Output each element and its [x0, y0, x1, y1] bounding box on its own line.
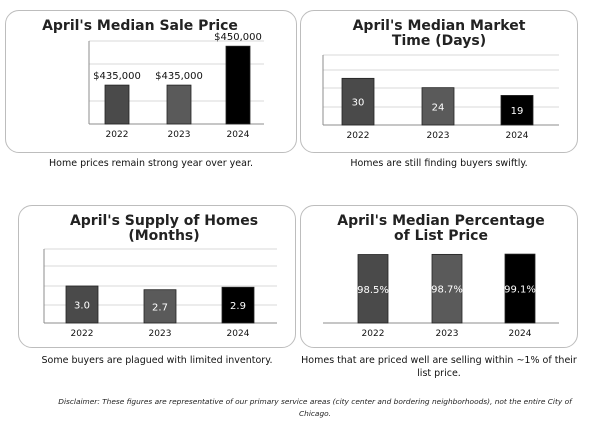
bar-2022 [104, 84, 130, 125]
bar-2024 [221, 286, 255, 324]
bar-2024 [500, 95, 534, 126]
chart-panel-median-sale-price: April's Median Sale Price $435,000 2022 $4… [5, 10, 297, 153]
data-label: 99.1% [504, 285, 536, 296]
x-tick-label: 2024 [227, 130, 250, 140]
bar-2023 [143, 289, 177, 324]
data-label: $435,000 [93, 71, 141, 82]
data-label: $435,000 [155, 71, 203, 82]
chart-caption: Homes that are priced well are selling w… [301, 355, 577, 379]
x-tick-label: 2022 [347, 131, 370, 141]
chart-panel-supply-of-homes: April's Supply of Homes (Months) 3.0 2022… [18, 205, 296, 348]
data-label: $450,000 [214, 32, 262, 43]
x-tick-label: 2023 [168, 130, 191, 140]
chart-title: April's Median Market Time (Days) [352, 18, 526, 49]
bar-2024 [225, 45, 251, 125]
data-label: 30 [352, 98, 365, 109]
chart-title: April's Median Percentage of List Price [337, 213, 545, 244]
chart-title: April's Median Sale Price [42, 18, 238, 34]
chart-panel-median-market-time: April's Median Market Time (Days) 30 2022… [300, 10, 578, 153]
data-label: 2.9 [230, 301, 246, 312]
x-tick-label: 2022 [106, 130, 129, 140]
chart-panel-percentage-of-list-price: April's Median Percentage of List Price … [300, 205, 578, 348]
bar-2022 [65, 285, 99, 324]
x-tick-label: 2022 [71, 329, 94, 339]
chart-caption: Some buyers are plagued with limited inv… [41, 355, 273, 366]
x-tick-label: 2022 [362, 329, 385, 339]
data-label: 2.7 [152, 302, 168, 313]
data-label: 3.0 [74, 301, 90, 312]
bar-chart-supply-of-homes: 3.0 2022 2.7 2023 2.9 2024 [43, 248, 277, 339]
x-tick-label: 2024 [506, 131, 529, 141]
data-label: 98.7% [431, 285, 463, 296]
chart-caption: Home prices remain strong year over year… [49, 158, 253, 169]
data-label: 19 [511, 106, 524, 117]
x-tick-label: 2023 [149, 329, 172, 339]
bar-2024 [504, 253, 536, 324]
x-tick-label: 2024 [509, 329, 532, 339]
bar-chart-percentage-of-list-price: 98.5% 2022 98.7% 2023 99.1% 2024 [323, 253, 559, 339]
data-label: 24 [432, 102, 445, 113]
chart-title: April's Supply of Homes (Months) [69, 213, 259, 244]
bar-2023 [166, 84, 192, 125]
bar-2022 [341, 77, 375, 126]
x-tick-label: 2023 [427, 131, 450, 141]
disclaimer-text: Disclaimer: These figures are representa… [58, 397, 572, 418]
bar-chart-median-market-time: 30 2022 24 2023 19 2024 [322, 54, 559, 141]
data-label: 98.5% [357, 285, 389, 296]
bar-chart-median-sale-price: $435,000 2022 $435,000 2023 $450,000 2024 [88, 32, 264, 140]
bar-2023 [431, 253, 463, 324]
x-tick-label: 2024 [227, 329, 250, 339]
bar-2023 [421, 87, 455, 126]
bar-2022 [357, 254, 389, 324]
x-tick-label: 2023 [436, 329, 459, 339]
chart-caption: Homes are still finding buyers swiftly. [350, 158, 528, 169]
